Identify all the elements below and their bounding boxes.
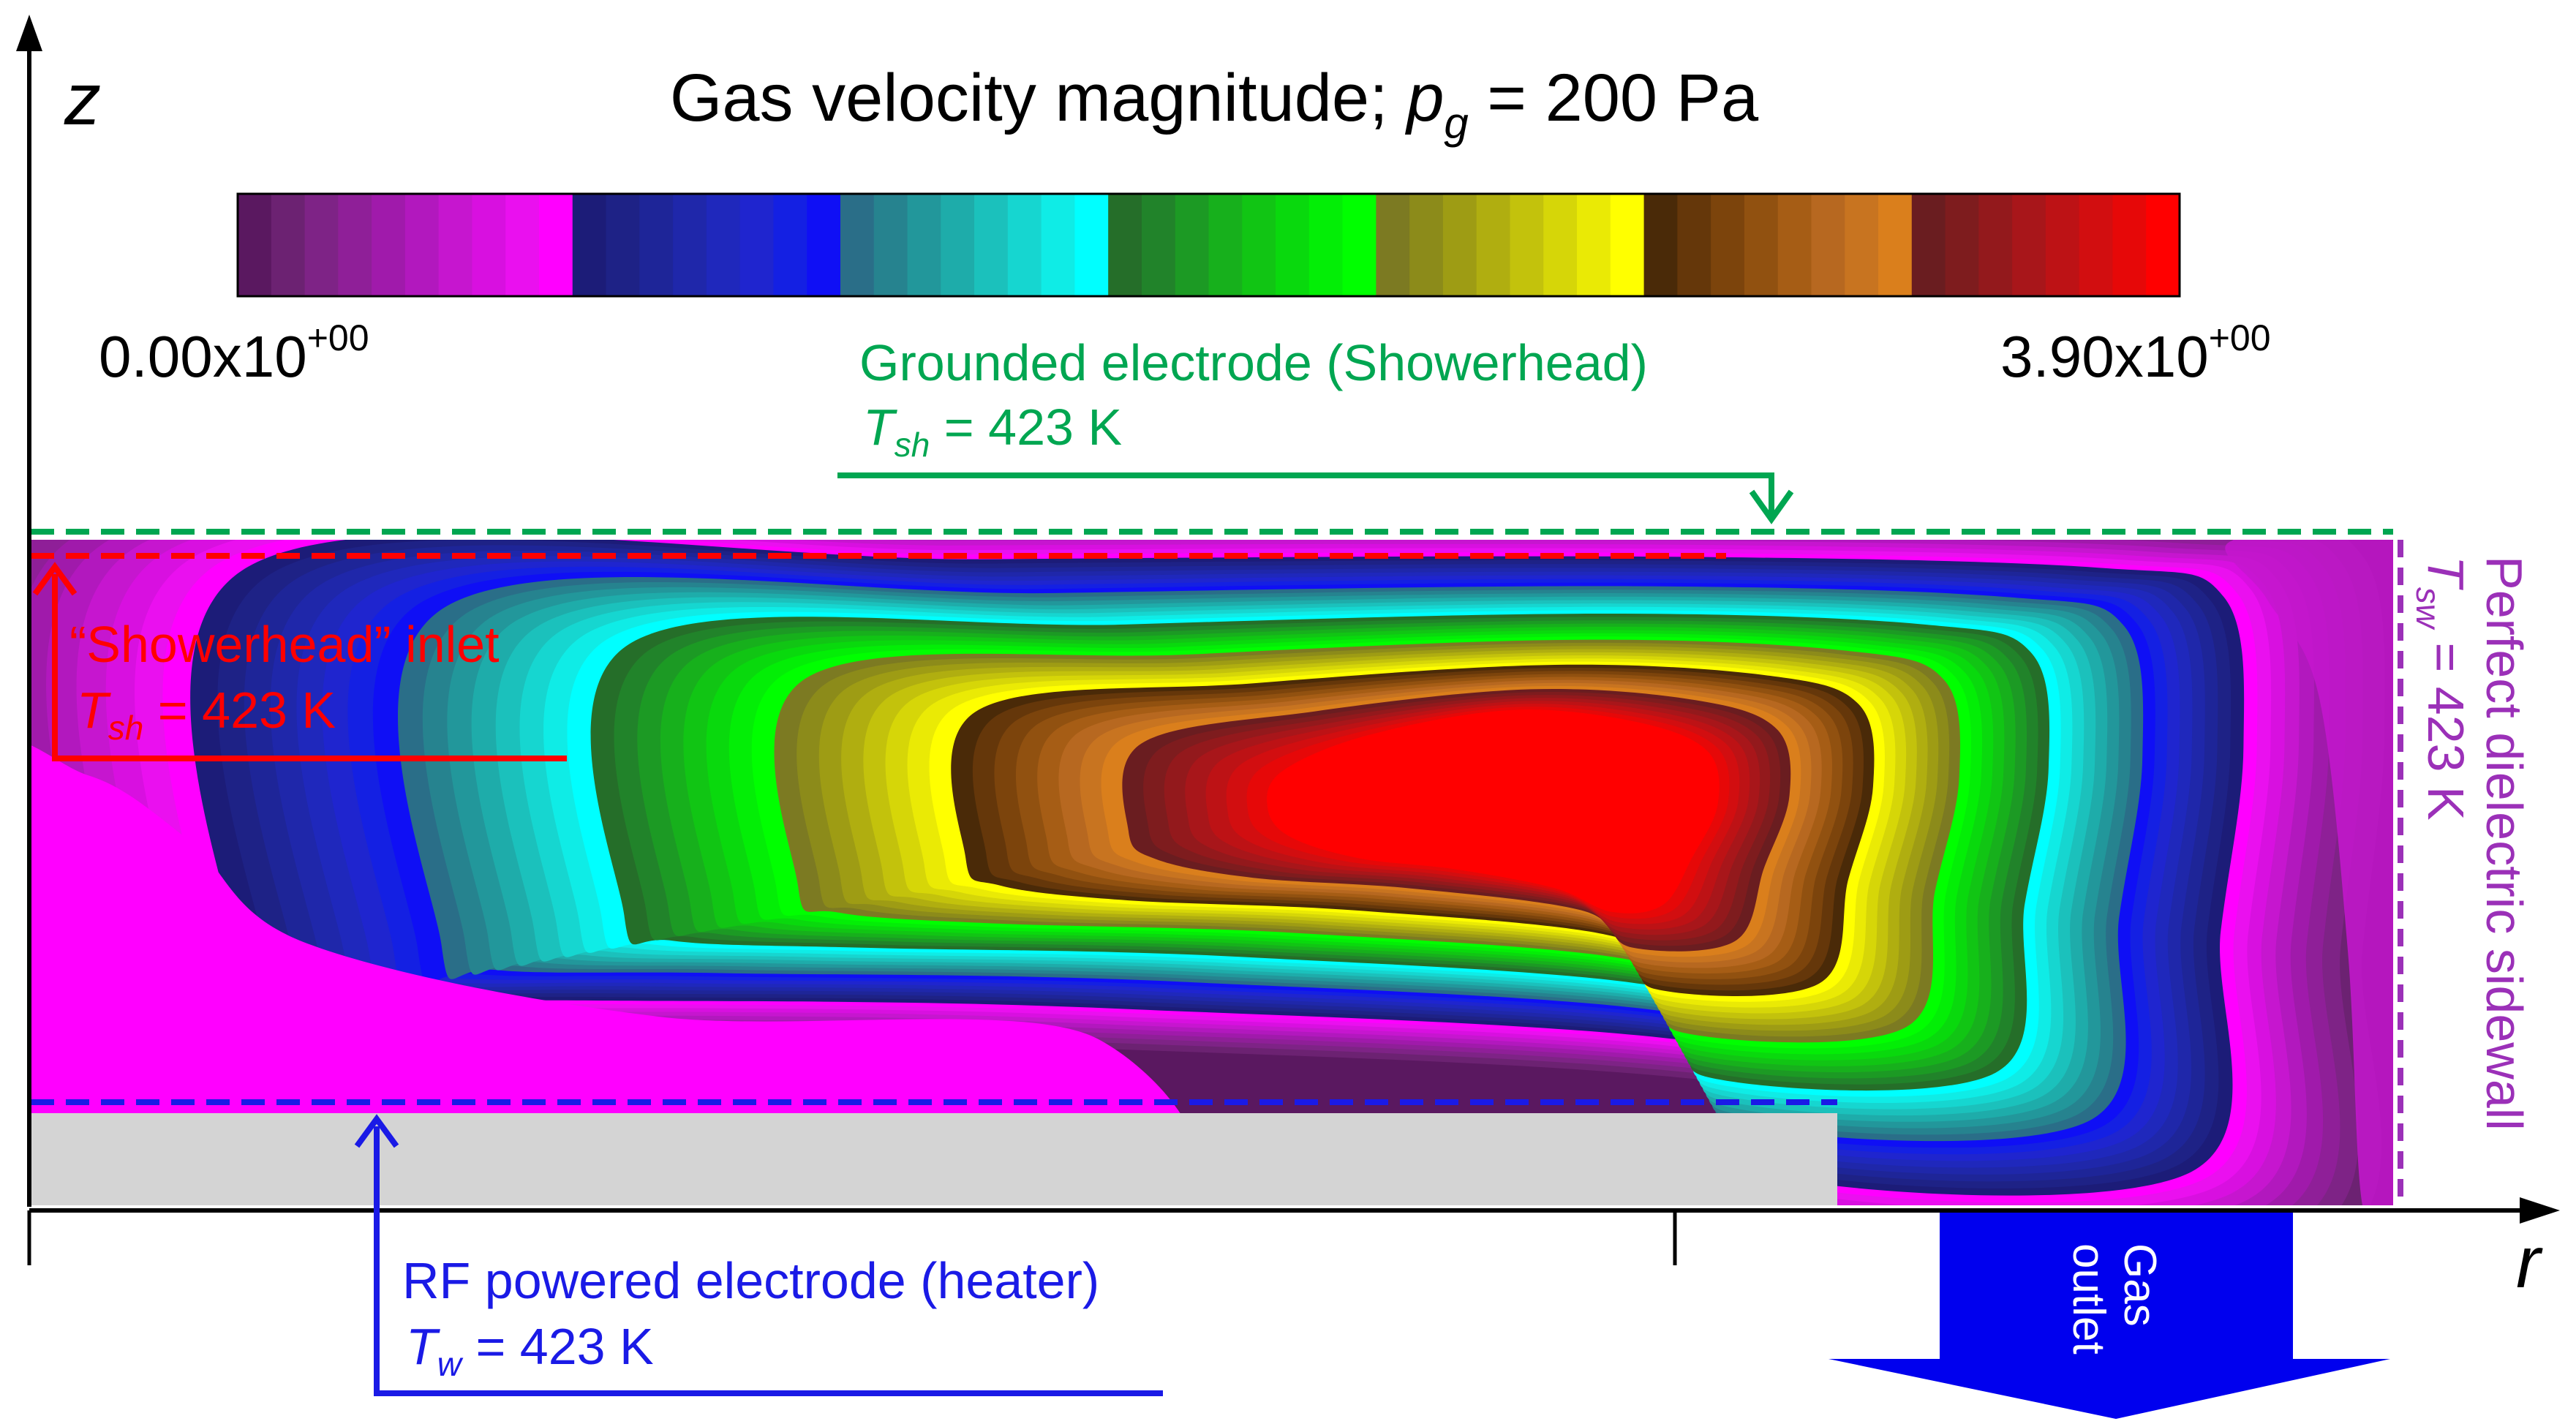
colorbar-segment: [1442, 194, 1477, 296]
colorbar-segment: [338, 194, 372, 296]
colorbar-segment: [606, 194, 641, 296]
colorbar-segment: [1208, 194, 1243, 296]
contour-level: [1267, 709, 1720, 913]
inlet-pointer: [52, 574, 567, 761]
colorbar-segment: [739, 194, 775, 296]
grounded-electrode-pointer-head: [1749, 489, 1794, 524]
colorbar-segment: [1543, 194, 1578, 296]
rf-electrode-temp: Tw = 423 K: [406, 1318, 654, 1383]
colorbar-segment: [271, 194, 306, 296]
colorbar-segment: [1577, 194, 1611, 296]
title-symbol: p: [1404, 61, 1444, 135]
colorbar-segment: [2012, 194, 2046, 296]
colorbar-segment: [1041, 194, 1076, 296]
colorbar-segment: [639, 194, 674, 296]
r-axis-label: r: [2516, 1221, 2543, 1303]
colorbar-segment: [1342, 194, 1377, 296]
colorbar-segment: [1945, 194, 1980, 296]
inlet-pointer-head: [32, 562, 78, 596]
colorbar-segment: [1242, 194, 1276, 296]
colorbar-segment: [472, 194, 507, 296]
rf-electrode-title: RF powered electrode (heater): [402, 1252, 1099, 1309]
colorbar-segment: [1141, 194, 1176, 296]
sidewall-temp: Tsw = 423 K: [2409, 556, 2474, 821]
colorbar-segment: [372, 194, 406, 296]
title-text: Gas velocity magnitude;: [670, 61, 1406, 135]
colorbar-segment: [1878, 194, 1913, 296]
colorbar-segment: [1074, 194, 1109, 296]
rf-electrode-pointer-head: [354, 1114, 399, 1148]
colorbar-segment: [1845, 194, 1879, 296]
colorbar-segment: [1510, 194, 1545, 296]
colorbar-max-label: 3.90x10+00: [2000, 317, 2271, 389]
colorbar-segment: [1007, 194, 1042, 296]
colorbar-segment: [941, 194, 975, 296]
colorbar-segment: [538, 194, 573, 296]
colorbar-segment: [438, 194, 473, 296]
contour-sidewall-band: [2225, 540, 2393, 1205]
gas-outlet-label-line2: outlet: [2063, 1243, 2114, 1355]
title-rest: = 200 Pa: [1469, 61, 1759, 135]
colorbar-segment: [1744, 194, 1779, 296]
colorbar-segment: [238, 194, 272, 296]
colorbar-segment: [974, 194, 1009, 296]
gas-outlet-arrow: [1829, 1213, 2390, 1419]
colorbar-segment: [1777, 194, 1812, 296]
colorbar-segment: [505, 194, 540, 296]
figure-title: Gas velocity magnitude; pg = 200 Pa: [670, 61, 1759, 148]
colorbar-segment: [1911, 194, 1946, 296]
grounded-electrode-pointer: [837, 472, 1774, 516]
colorbar-segment: [706, 194, 741, 296]
inlet-title: “Showerhead” inlet: [69, 616, 500, 673]
inlet-temp: Tsh = 423 K: [77, 682, 336, 747]
colorbar-segment: [840, 194, 875, 296]
grounded-electrode-temp: Tsh = 423 K: [863, 399, 1122, 464]
grounded-electrode-title: Grounded electrode (Showerhead): [859, 334, 1648, 391]
colorbar-segment: [1276, 194, 1310, 296]
colorbar-segment: [1978, 194, 2013, 296]
colorbar-segment: [1643, 194, 1679, 296]
colorbar-segment: [2112, 194, 2147, 296]
colorbar-segment: [1677, 194, 1711, 296]
rf-electrode-block: [31, 1113, 1837, 1205]
r-axis-arrowhead: [2520, 1197, 2560, 1224]
colorbar-segment: [1175, 194, 1210, 296]
colorbar-min-label: 0.00x10+00: [99, 317, 369, 389]
colorbar: [238, 194, 2180, 296]
colorbar-segment: [773, 194, 807, 296]
colorbar-segment: [1811, 194, 1846, 296]
velocity-contour-field: [31, 540, 2393, 1205]
colorbar-segment: [1108, 194, 1142, 296]
title-subscript: g: [1444, 99, 1468, 148]
sidewall-title: Perfect dielectric sidewall: [2476, 556, 2533, 1131]
colorbar-segment: [1409, 194, 1444, 296]
z-axis-arrowhead: [16, 15, 42, 51]
colorbar-border: [236, 192, 2181, 298]
colorbar-segment: [907, 194, 942, 296]
contour-lobe-level: [31, 745, 1200, 1205]
colorbar-segment: [1376, 194, 1410, 296]
colorbar-segment: [873, 194, 908, 296]
colorbar-segment: [1476, 194, 1511, 296]
colorbar-segment: [2045, 194, 2080, 296]
colorbar-segment: [1308, 194, 1344, 296]
rf-electrode-pointer: [374, 1126, 1163, 1396]
colorbar-segment: [2146, 194, 2180, 296]
gas-outlet-label-line1: Gas: [2114, 1243, 2165, 1327]
colorbar-segment: [572, 194, 607, 296]
colorbar-segment: [404, 194, 440, 296]
colorbar-segment: [2079, 194, 2114, 296]
colorbar-segment: [1610, 194, 1645, 296]
colorbar-segment: [673, 194, 707, 296]
z-axis-label: z: [64, 59, 101, 140]
colorbar-segment: [304, 194, 339, 296]
colorbar-segment: [807, 194, 841, 296]
colorbar-segment: [1711, 194, 1745, 296]
